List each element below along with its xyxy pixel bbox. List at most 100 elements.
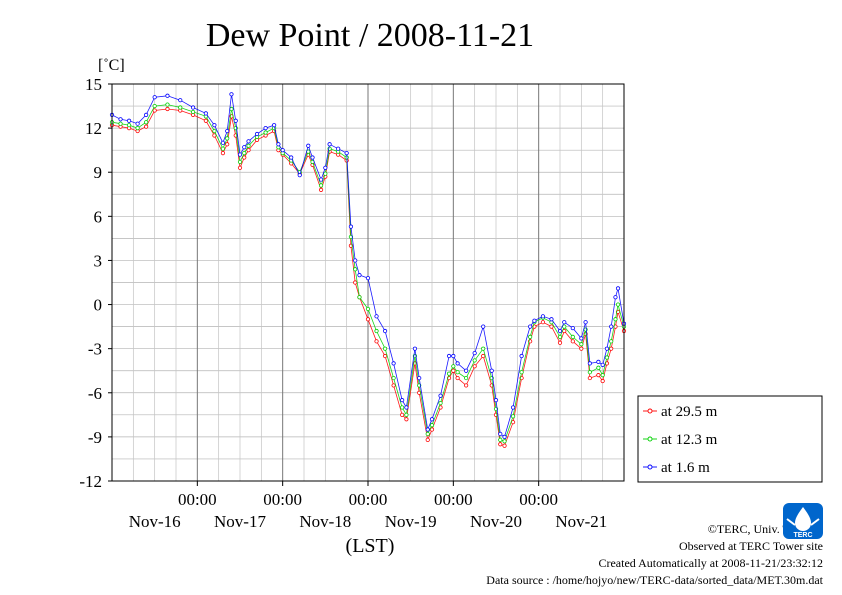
data-point [481,353,486,359]
data-point [374,328,379,334]
y-tick-label: -3 [88,340,102,359]
data-point [429,423,435,428]
data-point [357,273,362,278]
y-tick-label: 0 [94,296,103,315]
data-point [540,314,546,319]
terc-logo-icon: TERC [783,503,823,539]
data-point [323,171,328,176]
data-point [220,146,226,151]
y-axis: 15 12 9 6 3 0 -3 -6 -9 -12 [79,75,112,491]
data-point [400,398,405,403]
data-point [353,258,358,263]
data-point [246,139,251,144]
grid-lines [111,83,625,482]
data-point [455,370,460,375]
data-point [318,177,324,182]
data-point [242,145,247,150]
data-point [404,405,409,410]
data-point [126,123,132,128]
created-text: Created Automatically at 2008-11-21/23:3… [598,556,823,570]
legend-marker [647,464,653,470]
data-point [229,92,234,97]
data-point [318,187,324,192]
data-point [118,121,123,126]
data-point [344,151,349,156]
data-point [263,126,268,131]
data-point [562,320,567,325]
x-day-label: Nov-20 [470,512,522,531]
data-point [464,383,469,388]
data-point [135,121,140,126]
data-point [613,295,618,300]
data-point [557,328,563,334]
y-tick-label: 6 [94,207,103,226]
data-point [165,102,170,107]
data-point [404,417,409,422]
data-point [336,146,341,151]
data-point [609,346,614,351]
data-point [152,108,157,113]
data-point [600,362,605,367]
data-point [451,353,456,359]
data-point [272,123,277,128]
data-point [374,314,379,319]
data-point [190,105,196,110]
chart-title: Dew Point / 2008-11-21 [206,17,534,54]
data-point [579,342,584,347]
data-point [549,317,554,322]
x-tick-label: 00:00 [263,490,302,509]
data-point [391,375,396,381]
data-point [289,155,294,160]
data-point [451,368,456,373]
data-point [472,364,477,369]
data-point [365,317,371,322]
legend-label: at 29.5 m [661,404,718,420]
data-point [446,371,452,376]
data-point [242,151,247,156]
data-point [615,302,621,307]
data-point [609,339,614,344]
data-point [190,109,196,115]
data-point [225,128,230,134]
data-point [357,295,362,300]
data-point [178,98,183,103]
data-point [570,325,575,331]
data-point [348,224,354,229]
data-point [429,417,435,422]
data-point [472,350,477,356]
data-point [502,439,507,444]
data-point [353,280,358,285]
data-point [318,183,324,188]
data-point [579,336,584,341]
data-point [519,353,524,359]
data-point [152,103,157,109]
data-point [472,358,477,363]
credits: ©TERC, Univ. Tsukuba Observed at TERC To… [486,521,823,589]
data-point [220,140,226,145]
data-point [604,346,610,351]
data-point [237,159,243,165]
data-point [417,375,422,381]
data-point [579,346,584,351]
data-point [570,339,575,344]
data-point [493,398,499,403]
data-point [600,378,605,384]
observed-text: Observed at TERC Tower site [678,539,823,553]
data-point [587,361,592,366]
data-point [557,334,563,340]
data-point [165,93,170,98]
data-point [323,165,328,170]
data-point [144,112,149,117]
data-source-text: Data source : /home/hojyo/new/TERC-data/… [486,573,823,587]
data-point [225,142,230,147]
data-point [446,353,452,359]
data-point [382,328,388,334]
data-point [135,126,140,131]
x-tick-label: 00:00 [349,490,388,509]
legend-marker [647,436,653,442]
data-point [237,152,243,157]
data-point [118,117,123,122]
data-point [596,359,601,364]
y-tick-label: 3 [94,251,103,270]
data-point [225,136,230,141]
